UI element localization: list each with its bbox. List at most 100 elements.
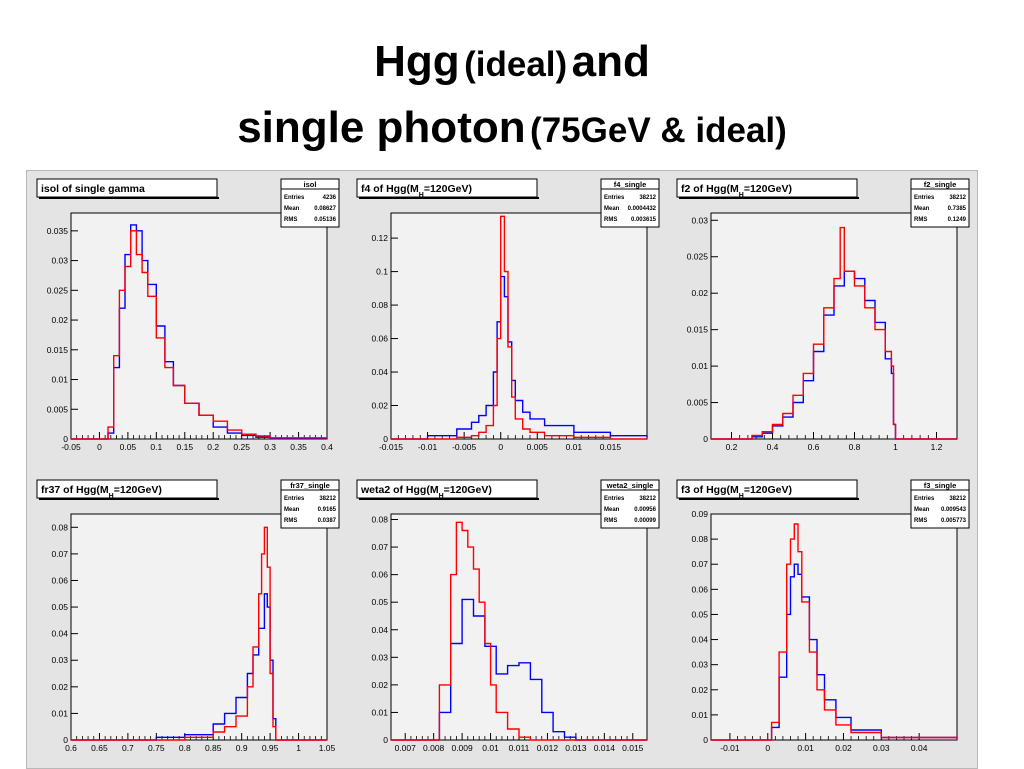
plot-title-end: =120GeV) bbox=[444, 484, 492, 496]
x-tick-label: 0.8 bbox=[179, 743, 191, 753]
x-tick-label: 0.25 bbox=[233, 442, 250, 452]
y-tick-label: 0.05 bbox=[371, 597, 388, 607]
y-tick-label: 0.06 bbox=[371, 334, 388, 344]
x-tick-label: 0.015 bbox=[600, 442, 622, 452]
y-tick-label: 0.03 bbox=[371, 652, 388, 662]
series-line-red bbox=[711, 226, 957, 440]
stats-value: 0.005773 bbox=[941, 518, 967, 524]
plot-title-subscript: H bbox=[419, 192, 424, 199]
y-tick-label: 0.08 bbox=[51, 522, 68, 532]
stats-name: isol bbox=[304, 180, 317, 189]
plot-frame bbox=[710, 212, 958, 440]
stats-label: Mean bbox=[284, 206, 300, 212]
plot-title-end: =120GeV) bbox=[744, 183, 792, 195]
y-tick-label: 0.03 bbox=[691, 215, 708, 225]
x-tick-label: -0.01 bbox=[418, 442, 438, 452]
y-tick-label: 0.04 bbox=[371, 367, 388, 377]
plot-title-subscript: H bbox=[739, 493, 744, 500]
y-tick-label: 0.035 bbox=[47, 226, 69, 236]
x-tick-label: 0.8 bbox=[849, 442, 861, 452]
stats-name: f3_single bbox=[924, 481, 957, 490]
stats-name: fr37_single bbox=[290, 481, 330, 490]
stats-frame bbox=[280, 479, 340, 529]
slide-title: Hgg (ideal) and single photon (75GeV & i… bbox=[0, 34, 1024, 166]
stats-label: Mean bbox=[914, 507, 930, 513]
stats-frame bbox=[910, 479, 970, 529]
title-shadow bbox=[39, 498, 219, 500]
y-tick-label: 0.07 bbox=[691, 559, 708, 569]
stats-value: 0.0387 bbox=[318, 518, 337, 524]
x-tick-label: 0.3 bbox=[264, 442, 276, 452]
y-tick-label: 0.02 bbox=[51, 315, 68, 325]
plot-grid: 0.005 0.01 0.015 0.02 0.025 0.03 0.035 0 -0.05 0 0… bbox=[26, 170, 978, 769]
plot-title-end: =120GeV) bbox=[114, 484, 162, 496]
stats-label: RMS bbox=[284, 518, 297, 524]
y-tick-label: 0.04 bbox=[371, 625, 388, 635]
plot-weta2: 0.01 0.02 0.03 0.04 0.05 0.06 0.07 0.08 0 0.007 0.… bbox=[347, 472, 667, 768]
y-tick-label: 0.005 bbox=[687, 398, 709, 408]
x-tick-label: 0.008 bbox=[423, 743, 445, 753]
title-line-2: single photon (75GeV & ideal) bbox=[0, 100, 1024, 166]
plot-fr37: 0.01 0.02 0.03 0.04 0.05 0.06 0.07 0.08 00.6 0.65… bbox=[27, 472, 347, 768]
stats-box: f3_single Entries 38212 Mean 0.009543 RMS 0.00… bbox=[910, 479, 970, 529]
y-tick-label: 0.01 bbox=[51, 375, 68, 385]
x-tick-label: 0.005 bbox=[527, 442, 549, 452]
series-line-red bbox=[391, 521, 647, 741]
stats-value: 0.00099 bbox=[634, 518, 656, 524]
series-line-red bbox=[71, 526, 327, 741]
x-tick-label: 0.35 bbox=[290, 442, 307, 452]
x-tick-label: -0.015 bbox=[379, 442, 403, 452]
plot-frame bbox=[390, 513, 648, 741]
stats-label: Mean bbox=[604, 206, 620, 212]
title-and: and bbox=[571, 37, 650, 86]
y-tick-label: 0 bbox=[383, 735, 388, 745]
y-tick-label: 0.01 bbox=[371, 707, 388, 717]
x-tick-label: 0.02 bbox=[835, 743, 852, 753]
y-tick-label: 0.03 bbox=[51, 655, 68, 665]
y-tick-label: 0.01 bbox=[691, 361, 708, 371]
stats-label: RMS bbox=[284, 217, 297, 223]
stats-box: isol Entries 4236 Mean 0.08627 RMS 0.05136 bbox=[280, 178, 340, 228]
x-tick-label: -0.005 bbox=[452, 442, 476, 452]
x-tick-label: 0.9 bbox=[236, 743, 248, 753]
title-shadow bbox=[359, 498, 539, 500]
title-shadow bbox=[679, 498, 859, 500]
y-tick-label: 0.05 bbox=[691, 609, 708, 619]
stats-box: weta2_single Entries 38212 Mean 0.00956 RMS 0.… bbox=[600, 479, 660, 529]
x-tick-label: -0.01 bbox=[720, 743, 740, 753]
y-tick-label: 0.04 bbox=[51, 629, 68, 639]
stats-frame bbox=[910, 178, 970, 228]
stats-label: Entries bbox=[914, 496, 935, 502]
x-tick-label: 1 bbox=[296, 743, 301, 753]
x-tick-label: 0.4 bbox=[321, 442, 333, 452]
x-tick-label: 0.03 bbox=[873, 743, 890, 753]
plot-title: isol of single gamma bbox=[41, 183, 145, 195]
x-tick-label: 0.007 bbox=[395, 743, 417, 753]
x-tick-label: 1 bbox=[893, 442, 898, 452]
stats-value: 38212 bbox=[639, 496, 656, 502]
x-tick-label: 0.011 bbox=[509, 743, 530, 753]
stats-value: 4236 bbox=[323, 195, 337, 201]
x-tick-label: 0.015 bbox=[622, 743, 644, 753]
stats-value: 0.009543 bbox=[941, 507, 967, 513]
title-hgg: Hgg bbox=[374, 37, 460, 86]
title-shadow bbox=[679, 197, 859, 199]
plot-f4: 0.020.040.060.080.10.120-0.015 -0.01 -0.00… bbox=[347, 171, 667, 467]
plot-f2: 0.005 0.01 0.015 0.02 0.025 0.03 0 0.2 0.4 0.6 0.8… bbox=[667, 171, 977, 467]
stats-box: f4_single Entries 38212 Mean 0.0004432 RMS 0.0… bbox=[600, 178, 660, 228]
plot-title-subscript: H bbox=[439, 493, 444, 500]
x-tick-label: 0.013 bbox=[565, 743, 587, 753]
x-tick-label: 0 bbox=[97, 442, 102, 452]
stats-value: 0.7385 bbox=[948, 206, 967, 212]
series-line-blue bbox=[391, 275, 648, 440]
title-single-photon: single photon bbox=[237, 103, 526, 152]
x-tick-label: 0.01 bbox=[482, 743, 499, 753]
x-tick-label: 1.2 bbox=[931, 442, 943, 452]
plot-title-subscript: H bbox=[109, 493, 114, 500]
stats-value: 0.00956 bbox=[634, 507, 656, 513]
title-ideal: (ideal) bbox=[464, 45, 568, 84]
y-tick-label: 0.05 bbox=[51, 602, 68, 612]
stats-label: Entries bbox=[284, 195, 305, 201]
plot-title-box: f4 of Hgg(MH=120GeV) bbox=[356, 178, 539, 199]
stats-value: 0.05136 bbox=[314, 217, 336, 223]
